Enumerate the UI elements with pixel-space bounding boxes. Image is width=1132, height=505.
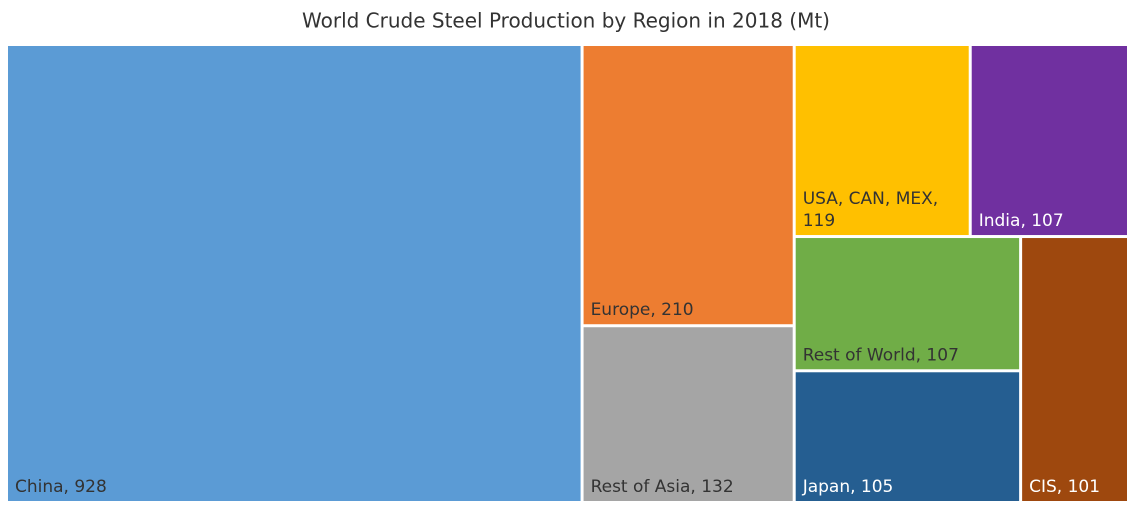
tile [583,46,793,325]
tile-label: CIS, 101 [1029,477,1100,497]
tile-label: China, 928 [15,477,107,497]
tile-label: India, 107 [979,211,1064,231]
tile [795,46,969,236]
tile-label: Europe, 210 [591,300,694,320]
tile-label: USA, CAN, MEX, 119 [803,189,938,231]
tile [1022,238,1127,501]
tile [795,372,1020,501]
tile [583,327,793,501]
tile-label: Japan, 105 [802,477,894,497]
tile [971,46,1127,236]
tile [8,46,581,501]
tile [795,238,1020,370]
chart-title: World Crude Steel Production by Region i… [302,9,830,33]
tile-label: Rest of World, 107 [803,345,959,365]
tile-label: Rest of Asia, 132 [591,477,734,497]
